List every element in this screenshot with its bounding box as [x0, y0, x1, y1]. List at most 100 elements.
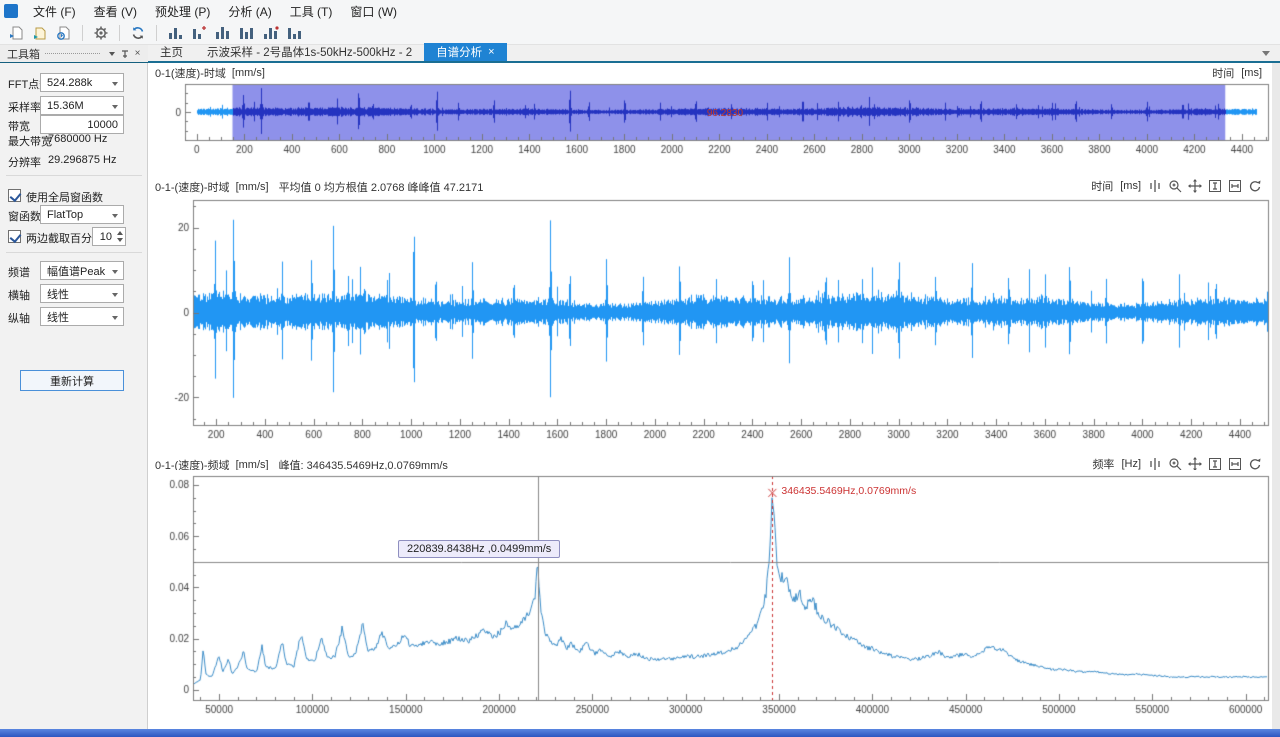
spectrum-chart-stats: 峰值: 346435.5469Hz,0.0769mm/s — [278, 460, 448, 472]
max-bandwidth-label: 最大带宽 — [8, 136, 52, 148]
y-axis-select[interactable]: 线性 — [40, 307, 124, 326]
new-icon[interactable] — [6, 24, 26, 43]
fit-horizontal-tool-icon[interactable] — [1228, 457, 1242, 471]
spectrum-chart-canvas[interactable] — [148, 470, 1272, 726]
window-fn-label: 窗函数 — [8, 211, 41, 223]
toolbar-separator — [119, 25, 120, 41]
spectrum-chart-title: 0-1-(速度)-频域 — [155, 460, 230, 472]
close-icon[interactable]: × — [488, 45, 495, 58]
spectrum-type-row: 频谱 幅值谱Peak — [0, 261, 148, 281]
status-bar — [0, 729, 1280, 737]
menu-view[interactable]: 查看 (V) — [93, 4, 138, 19]
fit-horizontal-tool-icon[interactable] — [1228, 179, 1242, 193]
fft-points-row: FFT点数 524.288k — [0, 73, 148, 93]
main-toolbar — [0, 22, 1280, 45]
chart-tool-5-icon[interactable] — [261, 24, 281, 43]
menu-preprocess[interactable]: 预处理 (P) — [155, 4, 211, 19]
zoom-tool-icon[interactable] — [1168, 457, 1182, 471]
chart-tool-6-icon[interactable] — [285, 24, 305, 43]
chart-tool-4-icon[interactable] — [237, 24, 257, 43]
y-axis-label: 纵轴 — [8, 313, 30, 325]
tab-overflow-chevron-icon[interactable] — [1262, 51, 1270, 56]
trim-percent-checkbox[interactable] — [8, 230, 21, 243]
chevron-down-icon — [112, 214, 118, 218]
resolution-label: 分辨率 — [8, 157, 41, 169]
tab-auto-spectrum-analysis[interactable]: 自谱分析 × — [424, 43, 507, 61]
fft-points-label: FFT点数 — [8, 79, 51, 91]
chevron-down-icon — [112, 270, 118, 274]
trim-percent-row: 两边截取百分比 10 — [0, 227, 148, 247]
resolution-row: 分辨率 29.296875 Hz — [0, 151, 148, 171]
open-icon[interactable] — [30, 24, 50, 43]
toolbar-separator — [82, 25, 83, 41]
max-bandwidth-value: 7680000 Hz — [48, 133, 108, 145]
document-tab-bar: 主页 示波采样 - 2号晶体1s-50kHz-500kHz - 2 自谱分析 × — [148, 43, 1280, 63]
refresh-icon[interactable] — [128, 24, 148, 43]
chevron-down-icon — [112, 316, 118, 320]
time-chart-title: 0-1-(速度)-时域 — [155, 182, 230, 194]
max-bandwidth-row: 最大带宽 7680000 Hz — [0, 130, 148, 150]
y-axis-row: 纵轴 线性 — [0, 307, 148, 327]
cursor-tool-icon[interactable] — [1148, 457, 1162, 471]
trim-percent-label: 两边截取百分比 — [26, 233, 103, 245]
spectrum-chart-tools: 频率 [Hz] — [1092, 456, 1262, 472]
chart-tool-1-icon[interactable] — [165, 24, 185, 43]
toolbox-panel: 工具箱 × FFT点数 524.288k 采样率 15.36M 带宽 10000… — [0, 45, 148, 729]
pan-tool-icon[interactable] — [1188, 179, 1202, 193]
panel-close-icon[interactable]: × — [134, 48, 141, 59]
toolbar-separator — [156, 25, 157, 41]
peak-tooltip: 220839.8438Hz ,0.0499mm/s — [397, 540, 561, 559]
window-fn-select[interactable]: FlatTop — [40, 205, 124, 224]
overview-chart-title: 0-1(速度)-时域 — [155, 68, 226, 80]
right-gutter — [1272, 63, 1280, 729]
time-chart-canvas[interactable] — [148, 194, 1272, 452]
chart-tool-2-icon[interactable] — [189, 24, 209, 43]
x-axis-label: 横轴 — [8, 290, 30, 302]
panel-pin-icon[interactable] — [118, 47, 131, 60]
chevron-down-icon — [112, 82, 118, 86]
sample-rate-select[interactable]: 15.36M — [40, 96, 124, 115]
pan-tool-icon[interactable] — [1188, 457, 1202, 471]
spectrum-type-select[interactable]: 幅值谱Peak — [40, 261, 124, 280]
tab-home[interactable]: 主页 — [160, 47, 183, 59]
spinner-up-icon — [117, 231, 123, 235]
menu-analysis[interactable]: 分析 (A) — [228, 4, 272, 19]
selection-value-label: 96.2830 — [706, 108, 744, 119]
bandwidth-label: 带宽 — [8, 121, 30, 133]
cursor-tool-icon[interactable] — [1148, 179, 1162, 193]
recalculate-button[interactable]: 重新计算 — [20, 370, 124, 391]
fit-vertical-tool-icon[interactable] — [1208, 179, 1222, 193]
overview-chart-canvas[interactable] — [148, 80, 1272, 168]
toolbox-leader — [45, 53, 100, 54]
use-global-window-checkbox[interactable] — [8, 189, 21, 202]
trim-percent-spinner[interactable]: 10 — [92, 227, 126, 246]
sample-rate-label: 采样率 — [8, 102, 41, 114]
time-chart-header: 0-1-(速度)-时域 [mm/s] 平均值 0 均方根值 2.0768 峰峰值… — [155, 181, 484, 194]
menu-file[interactable]: 文件 (F) — [33, 4, 76, 19]
chevron-down-icon — [112, 293, 118, 297]
import-icon[interactable] — [54, 24, 74, 43]
fft-points-select[interactable]: 524.288k — [40, 73, 124, 92]
tab-oscilloscope-sampling[interactable]: 示波采样 - 2号晶体1s-50kHz-500kHz - 2 — [207, 47, 413, 59]
window-fn-row: 窗函数 FlatTop — [0, 205, 148, 225]
toolbox-title: 工具箱 — [7, 48, 40, 61]
toolbox-panel-header: 工具箱 × — [0, 45, 148, 63]
zoom-tool-icon[interactable] — [1168, 179, 1182, 193]
panel-dropdown-icon[interactable] — [105, 47, 118, 60]
time-chart-tools: 时间 [ms] — [1091, 178, 1262, 194]
use-global-window-label: 使用全局窗函数 — [26, 192, 103, 204]
bandwidth-input[interactable]: 10000 — [40, 115, 124, 134]
spinner-down-icon — [117, 238, 123, 242]
settings-gear-icon[interactable] — [91, 24, 111, 43]
reset-view-tool-icon[interactable] — [1248, 179, 1262, 193]
peak-cursor-label: 346435.5469Hz,0.0769mm/s — [781, 484, 917, 497]
use-global-window-row: 使用全局窗函数 — [0, 186, 148, 206]
fit-vertical-tool-icon[interactable] — [1208, 457, 1222, 471]
overview-chart-header: 0-1(速度)-时域 [mm/s] — [155, 67, 265, 80]
x-axis-select[interactable]: 线性 — [40, 284, 124, 303]
panel-separator — [6, 252, 142, 253]
menu-window[interactable]: 窗口 (W) — [350, 4, 398, 19]
chart-tool-3-icon[interactable] — [213, 24, 233, 43]
menu-tools[interactable]: 工具 (T) — [289, 4, 333, 19]
reset-view-tool-icon[interactable] — [1248, 457, 1262, 471]
